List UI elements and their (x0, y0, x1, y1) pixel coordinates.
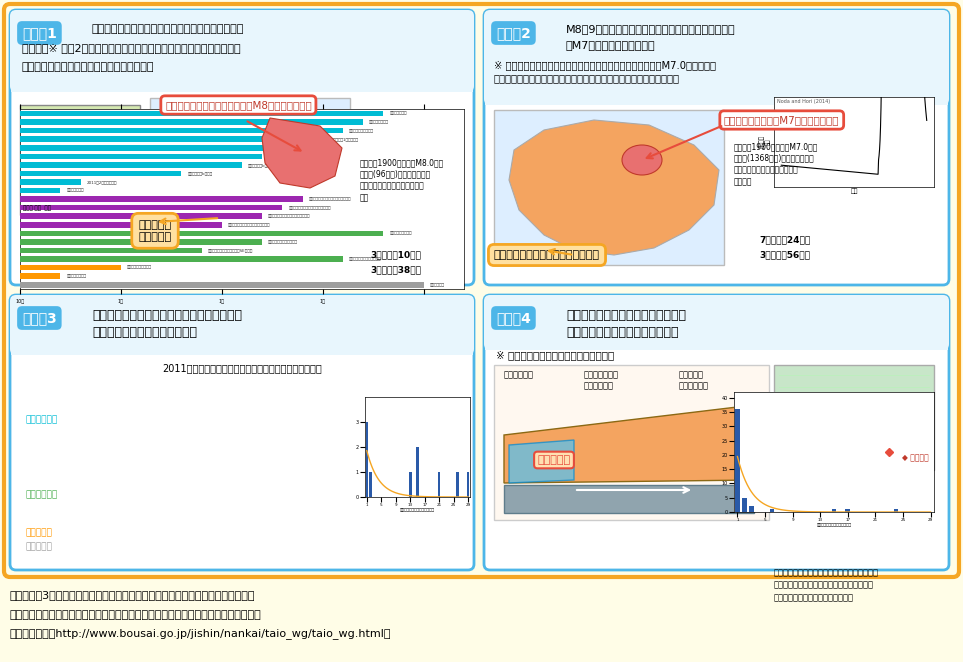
FancyBboxPatch shape (484, 10, 949, 105)
Text: （参照：http://www.bousai.go.jp/jishin/nankai/taio_wg/taio_wg.html）: （参照：http://www.bousai.go.jp/jishin/nanka… (10, 628, 392, 639)
Bar (485, 310, 948, 350)
Text: 未破壊）※ 直近2事例では、南海トラフの東側の領域で大規模地震が発: 未破壊）※ 直近2事例では、南海トラフの東側の領域で大規模地震が発 (22, 43, 241, 53)
Text: ◆ ひずみ計: ◆ ひずみ計 (902, 453, 929, 462)
Bar (485, 25, 948, 105)
Text: ケース4: ケース4 (496, 311, 531, 325)
Text: 地震活動関連: 地震活動関連 (25, 416, 57, 424)
FancyBboxPatch shape (10, 295, 474, 570)
Text: 南海トラフの大規模地震の前震か？: 南海トラフの大規模地震の前震か？ (494, 250, 600, 260)
Text: M8〜9クラスの大規模地震と比べて一回り小さい規模: M8〜9クラスの大規模地震と比べて一回り小さい規模 (566, 24, 736, 34)
Text: 3日以内：10事例: 3日以内：10事例 (370, 250, 421, 259)
Polygon shape (504, 485, 754, 513)
Text: 出典：南海トラフ沿いの地震観測・評価に基づく防災対応のあり方について（報告）: 出典：南海トラフ沿いの地震観測・評価に基づく防災対応のあり方について（報告） (10, 610, 262, 620)
Polygon shape (200, 113, 345, 218)
Text: 南海トラフ東側で大規模地震（M8クラス）が発生: 南海トラフ東側で大規模地震（M8クラス）が発生 (165, 100, 312, 110)
Bar (774, 365, 934, 470)
Text: ケース1: ケース1 (22, 26, 57, 40)
Text: 西側は連動
するのか？: 西側は連動 するのか？ (139, 220, 171, 242)
FancyBboxPatch shape (10, 295, 474, 355)
Text: 日向灘 南海  東海: 日向灘 南海 東海 (23, 205, 51, 211)
Text: 南海トラフで地震（M7クラス）が発生: 南海トラフで地震（M7クラス）が発生 (724, 115, 840, 125)
Bar (494, 365, 769, 520)
Text: ひずみの変化: ひずみの変化 (504, 370, 534, 379)
Text: 地下水関連: 地下水関連 (25, 542, 52, 551)
Text: 全世界で1900年以降にM7.0以上
の地震(1368事例)発生後、同じ領
域で、同規模以上の地震が発生
した事例: 全世界で1900年以降にM7.0以上 の地震(1368事例)発生後、同じ領 域で… (734, 142, 819, 187)
Text: 全世界で1900年以降にM8.0以上
の地震(96事例)発生後、隣接領
域で同規模の地震が発生した事
例数: 全世界で1900年以降にM8.0以上 の地震(96事例)発生後、隣接領 域で同規… (360, 158, 444, 203)
Bar (11, 25, 473, 92)
Bar (494, 110, 724, 265)
Text: 跳ね上がり
（地震発生）: 跳ね上がり （地震発生） (679, 370, 709, 390)
Bar (150, 98, 350, 238)
Ellipse shape (622, 145, 662, 175)
Polygon shape (509, 440, 574, 483)
Text: 地殻変動関連: 地殻変動関連 (25, 491, 57, 500)
Text: ※ 東海地域では、現在気象庁が常時監視: ※ 東海地域では、現在気象庁が常時監視 (496, 350, 614, 360)
FancyBboxPatch shape (10, 10, 474, 92)
Text: 前兆すべり: 前兆すべり (537, 455, 570, 465)
Text: 3年以内：56事例: 3年以内：56事例 (759, 250, 810, 259)
Text: ケース2: ケース2 (496, 26, 531, 40)
FancyBboxPatch shape (484, 295, 949, 570)
Text: 2011年東北地方太平洋沖地震に先行して観測された現象: 2011年東北地方太平洋沖地震に先行して観測された現象 (162, 363, 322, 373)
Bar (20, 105, 140, 215)
Text: 現象と同様の現象を多種目観測: 現象と同様の現象を多種目観測 (92, 326, 197, 339)
FancyBboxPatch shape (484, 295, 949, 350)
Text: 3年以内：38事例: 3年以内：38事例 (370, 265, 421, 274)
FancyBboxPatch shape (484, 10, 949, 285)
Text: シミュレーションでは、地震発生前にゆっくり
すべりを伴う場合、伴わない場合等、大地震
発生に至る多様性が示されている。: シミュレーションでは、地震発生前にゆっくり すべりを伴う場合、伴わない場合等、大… (774, 568, 879, 602)
Text: 東北地方太平洋沖地震に先行して観測された: 東北地方太平洋沖地震に先行して観測された (92, 309, 242, 322)
Text: 電磁気関連: 電磁気関連 (25, 528, 52, 538)
Polygon shape (504, 405, 754, 483)
Text: 南海トラフの東側だけで大規模地震が発生（西側が: 南海トラフの東側だけで大規模地震が発生（西側が (92, 24, 245, 34)
Polygon shape (509, 120, 719, 255)
Text: （M7クラス）の地震が発生: （M7クラス）の地震が発生 (566, 40, 656, 50)
Text: ケース3: ケース3 (22, 311, 57, 325)
Text: ※ 南海トラフ沿いでは確認されていないが、世界全体では、M7.0以上の地震
発生後に、さらに規模の大きな地震が同じ領域で発生した事例がある: ※ 南海トラフ沿いでは確認されていないが、世界全体では、M7.0以上の地震 発生… (494, 60, 716, 83)
Text: 東海地震の判定基準とされるような: 東海地震の判定基準とされるような (566, 309, 686, 322)
Polygon shape (262, 118, 342, 188)
FancyBboxPatch shape (10, 10, 474, 285)
Text: 生すると、西側の領域でも大規模地震が発生: 生すると、西側の領域でも大規模地震が発生 (22, 62, 154, 72)
Text: 7日以内：24事例: 7日以内：24事例 (759, 235, 810, 244)
Text: ひずみ計による
（変化）観測: ひずみ計による （変化）観測 (584, 370, 619, 390)
Text: 注：ケース3については、防災対応に活かす段階には達していないとされている。: 注：ケース3については、防災対応に活かす段階には達していないとされている。 (10, 590, 255, 600)
Bar (11, 310, 473, 355)
Text: プレート境界面でのすべりが発生: プレート境界面でのすべりが発生 (566, 326, 679, 339)
FancyBboxPatch shape (4, 4, 959, 577)
